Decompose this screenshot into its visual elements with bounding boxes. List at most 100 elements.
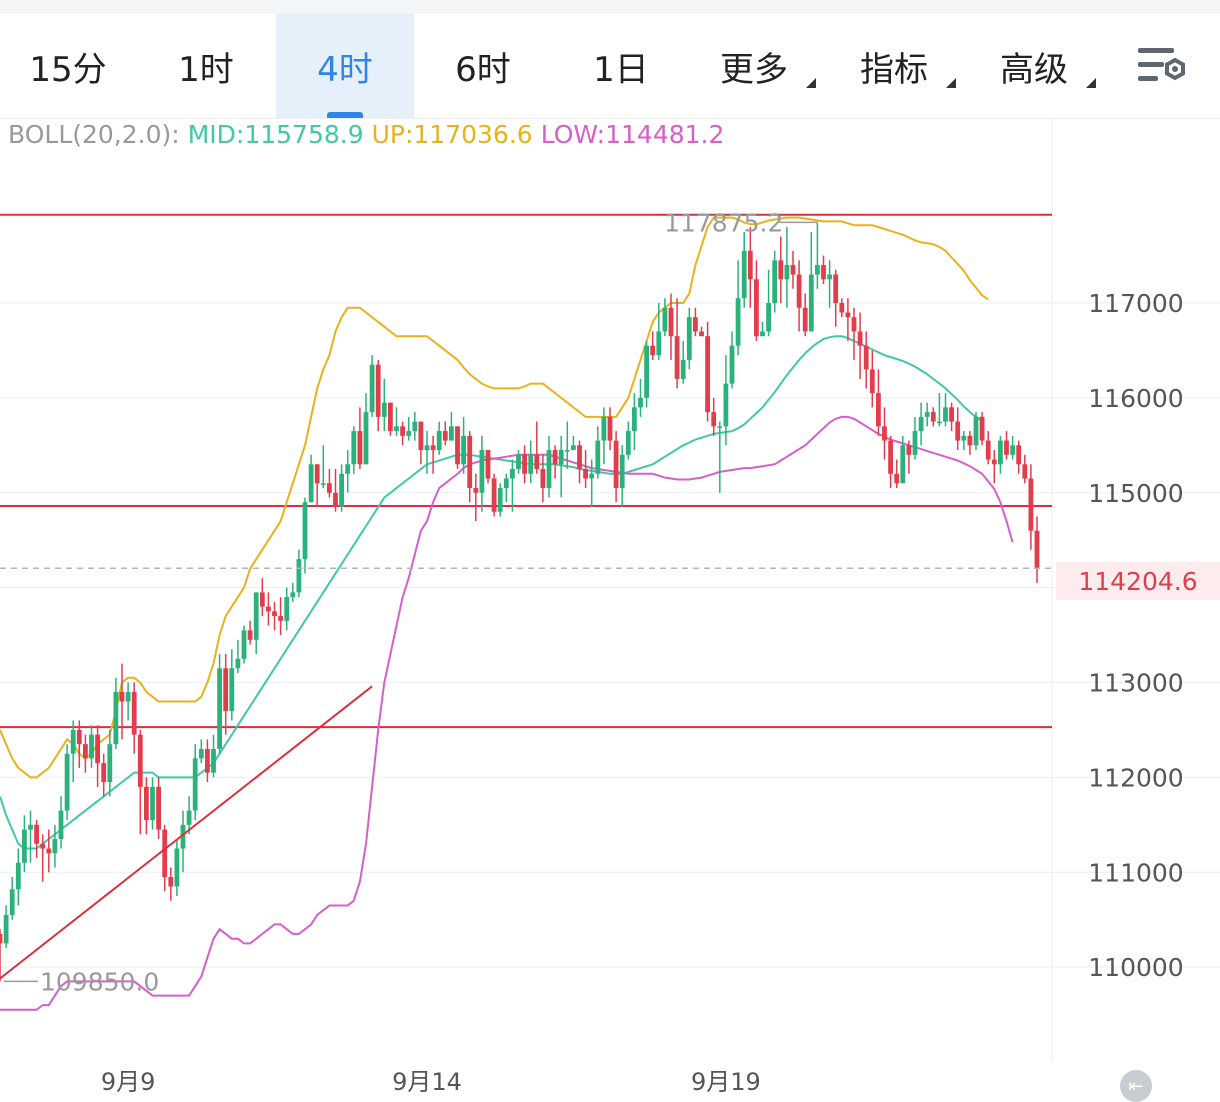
candle-body bbox=[540, 469, 546, 489]
candle-body bbox=[9, 889, 15, 915]
candle-body bbox=[790, 265, 796, 275]
candle-body bbox=[137, 734, 143, 787]
candle-body bbox=[1010, 445, 1015, 455]
candle-body bbox=[46, 848, 52, 854]
tab-label: 1时 bbox=[178, 49, 234, 90]
candle-body bbox=[351, 431, 357, 465]
candle-body bbox=[967, 435, 973, 446]
candle-body bbox=[150, 786, 155, 821]
candle-body bbox=[979, 416, 985, 441]
candle-body bbox=[259, 592, 265, 607]
candle-body bbox=[522, 454, 527, 474]
candle-body bbox=[656, 331, 662, 356]
candle-body bbox=[314, 464, 320, 484]
tab-1d[interactable]: 1日 bbox=[552, 14, 690, 118]
last-price-value: 114204.6 bbox=[1078, 566, 1198, 596]
candle-body bbox=[851, 317, 857, 332]
candle-body bbox=[558, 450, 564, 465]
candle-body bbox=[644, 345, 649, 398]
candle-body bbox=[595, 440, 601, 474]
tab-4h[interactable]: 4时 bbox=[276, 14, 414, 118]
trendline-segment bbox=[0, 685, 373, 980]
candle-body bbox=[869, 369, 875, 394]
candle-body bbox=[766, 303, 771, 332]
candle-body bbox=[107, 744, 113, 783]
y-tick-label: 113000 bbox=[1088, 669, 1183, 698]
candle-body bbox=[827, 274, 832, 280]
candle-body bbox=[235, 658, 241, 669]
candlestick-chart[interactable]: 1100001110001120001130001140001150001160… bbox=[0, 118, 1220, 1102]
candle-body bbox=[943, 407, 948, 422]
y-tick-label: 110000 bbox=[1088, 953, 1183, 982]
dropdown-triangle-icon bbox=[1086, 78, 1096, 88]
candle-body bbox=[0, 933, 3, 944]
candle-body bbox=[821, 265, 826, 280]
boll-low-line bbox=[0, 415, 1014, 1011]
candle-body bbox=[1016, 445, 1022, 465]
candle-body bbox=[662, 307, 668, 332]
candle-body bbox=[607, 416, 613, 441]
candles bbox=[0, 222, 1040, 982]
candle-body bbox=[58, 810, 64, 840]
scroll-to-latest-icon[interactable]: ⇤ bbox=[1120, 1070, 1152, 1102]
candle-body bbox=[924, 412, 930, 417]
boll-mid: MID:115758.9 bbox=[187, 120, 364, 149]
candle-body bbox=[266, 606, 271, 612]
candle-body bbox=[34, 824, 39, 844]
candle-body bbox=[808, 274, 814, 332]
candle-body bbox=[52, 839, 58, 854]
tab-more[interactable]: 更多 bbox=[690, 14, 818, 118]
candle-body bbox=[760, 331, 765, 337]
tab-label: 高级 bbox=[1000, 49, 1068, 90]
candle-body bbox=[1034, 530, 1040, 569]
y-tick-label: 112000 bbox=[1088, 763, 1183, 792]
candle-body bbox=[857, 331, 863, 346]
candle-body bbox=[668, 307, 674, 337]
candle-body bbox=[589, 473, 595, 479]
candle-body bbox=[973, 416, 979, 446]
chart-settings-icon[interactable] bbox=[1136, 44, 1190, 90]
candle-body bbox=[229, 668, 235, 711]
boll-mid-line bbox=[0, 335, 983, 850]
tab-15min[interactable]: 15分 bbox=[0, 14, 136, 118]
tab-1h[interactable]: 1时 bbox=[138, 14, 274, 118]
candle-body bbox=[64, 753, 70, 811]
candle-body bbox=[674, 336, 680, 379]
candle-body bbox=[363, 412, 369, 465]
candle-body bbox=[339, 473, 344, 507]
candle-body bbox=[479, 450, 485, 493]
price-axis: 1100001110001120001130001140001150001160… bbox=[1088, 289, 1183, 982]
candle-body bbox=[619, 454, 625, 489]
candle-body bbox=[577, 445, 582, 470]
candle-body bbox=[327, 483, 332, 493]
dropdown-triangle-icon bbox=[806, 78, 816, 88]
candle-body bbox=[705, 336, 710, 413]
candle-body bbox=[28, 824, 33, 830]
tab-6h[interactable]: 6时 bbox=[414, 14, 552, 118]
candle-body bbox=[424, 445, 430, 451]
candle-body bbox=[168, 876, 174, 887]
candle-body bbox=[784, 265, 790, 280]
candle-body bbox=[320, 483, 326, 485]
candle-body bbox=[375, 364, 381, 417]
bollinger-bands bbox=[0, 216, 1014, 1011]
tab-label: 指标 bbox=[860, 49, 928, 90]
candle-body bbox=[394, 426, 399, 432]
tab-advanced[interactable]: 高级 bbox=[970, 14, 1098, 118]
x-tick-label: 9月14 bbox=[392, 1068, 462, 1096]
candle-body bbox=[76, 729, 82, 745]
max-price-label: 117875.2 bbox=[664, 208, 783, 237]
candle-body bbox=[778, 260, 784, 280]
boll-name: BOLL(20,2.0): bbox=[8, 120, 180, 149]
last-price-badge: 114204.6 bbox=[1056, 562, 1220, 600]
candle-body bbox=[510, 469, 515, 479]
candle-body bbox=[388, 402, 393, 432]
candle-body bbox=[272, 611, 277, 617]
candle-body bbox=[711, 412, 717, 427]
candle-body bbox=[516, 454, 521, 470]
candle-body bbox=[400, 426, 405, 436]
x-tick-label: 9月19 bbox=[691, 1068, 761, 1096]
candle-body bbox=[686, 317, 692, 360]
tab-indicators[interactable]: 指标 bbox=[830, 14, 958, 118]
candle-body bbox=[998, 440, 1003, 465]
